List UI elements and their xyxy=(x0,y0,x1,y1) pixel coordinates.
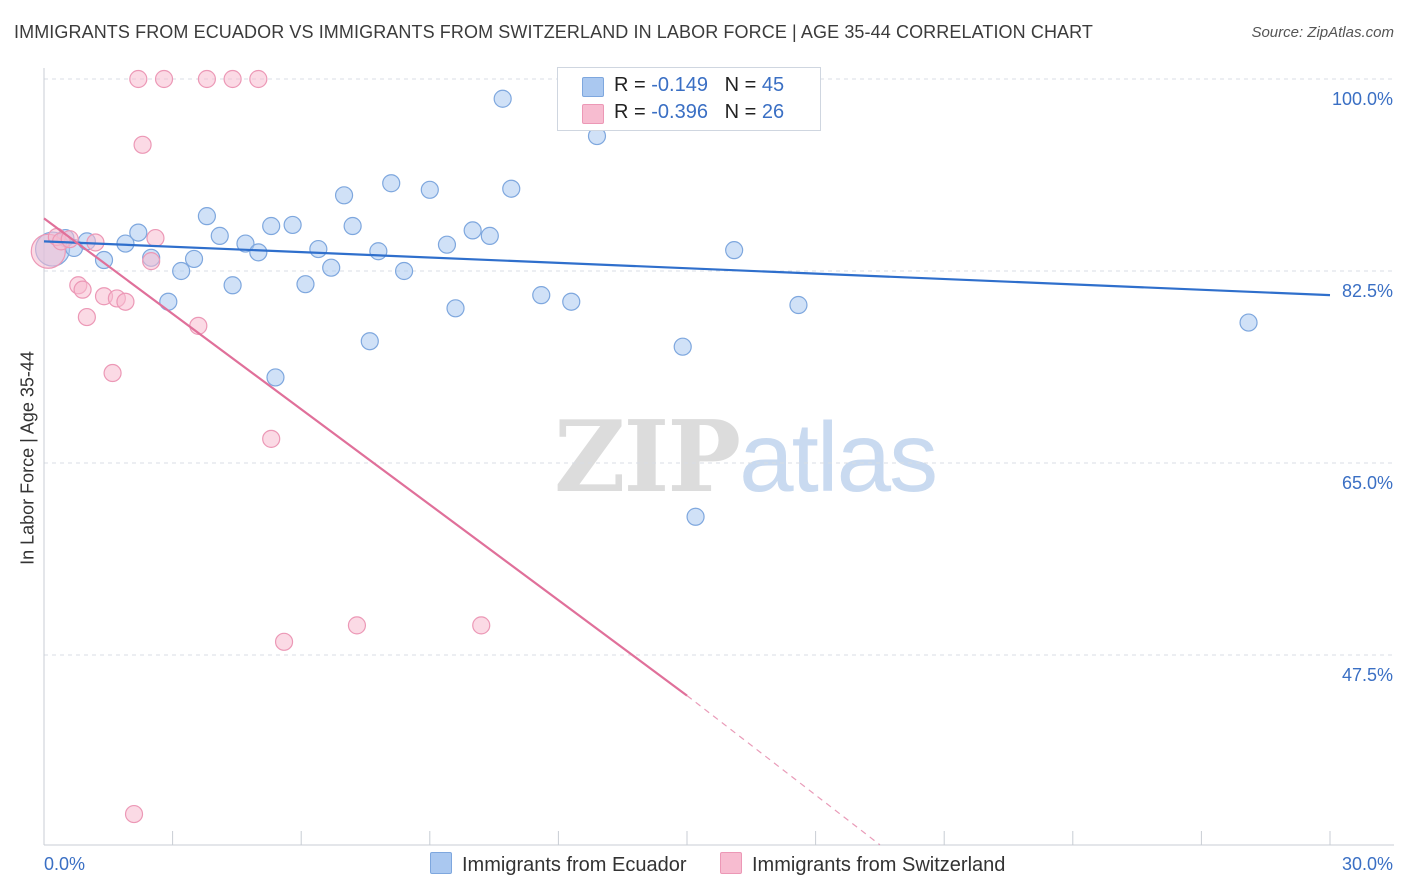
ecuador-point xyxy=(493,89,512,108)
ecuador-point xyxy=(532,286,551,305)
ecuador-point xyxy=(322,258,341,277)
ecuador-point xyxy=(262,216,281,236)
ecuador-point xyxy=(94,250,114,270)
ecuador-point xyxy=(789,295,808,315)
ecuador-point xyxy=(686,507,705,526)
switzerland-point xyxy=(116,292,135,311)
ecuador-point xyxy=(562,292,581,311)
ecuador-point xyxy=(249,243,268,262)
ecuador-point xyxy=(369,242,388,261)
switzerland-point xyxy=(154,69,174,89)
r-value-ecuador: -0.149 xyxy=(651,74,708,96)
switzerland-point xyxy=(223,69,242,89)
ecuador-point xyxy=(266,368,285,387)
ecuador-point xyxy=(334,186,354,205)
ecuador-point xyxy=(502,179,521,198)
ecuador-point xyxy=(184,249,204,269)
legend-item-ecuador[interactable]: Immigrants from Ecuador xyxy=(430,852,687,876)
ecuador-point xyxy=(437,235,457,254)
ecuador-point xyxy=(210,226,229,245)
ecuador-point xyxy=(159,292,178,311)
legend-label-ecuador: Immigrants from Ecuador xyxy=(462,854,687,876)
ecuador-point xyxy=(1239,313,1258,332)
switzerland-point xyxy=(73,280,92,299)
n-value-switzerland: 26 xyxy=(761,101,785,123)
x-tick-label: 0.0% xyxy=(44,854,85,874)
r-value-switzerland: -0.396 xyxy=(651,101,708,123)
ecuador-point xyxy=(463,221,482,240)
ecuador-point xyxy=(283,215,302,235)
switzerland-point xyxy=(347,616,367,635)
ecuador-legend-swatch xyxy=(430,852,452,874)
n-label: N = xyxy=(724,74,762,96)
ecuador-point xyxy=(382,174,401,193)
r-label: R = xyxy=(614,101,652,123)
n-label: N = xyxy=(724,101,762,123)
chart-title: IMMIGRANTS FROM ECUADOR VS IMMIGRANTS FR… xyxy=(14,22,1094,42)
watermark-zip: ZIP xyxy=(554,400,741,515)
y-tick-label: 100.0% xyxy=(1332,89,1393,109)
watermark-atlas: atlas xyxy=(739,402,938,512)
switzerland-point xyxy=(472,616,491,635)
ecuador-point xyxy=(236,234,255,253)
switzerland-point xyxy=(124,804,144,824)
r-label: R = xyxy=(614,74,652,96)
stats-legend: R = -0.149 N = 45 R = -0.396 N = 26 xyxy=(557,67,821,131)
switzerland-point xyxy=(197,69,216,89)
switzerland-trend-line xyxy=(43,217,688,697)
ecuador-point xyxy=(309,239,328,259)
watermark: ZIPatlas xyxy=(554,400,938,515)
ecuador-point xyxy=(446,299,465,318)
y-tick-label: 65.0% xyxy=(1342,473,1393,493)
ecuador-point xyxy=(725,241,744,260)
ecuador-swatch xyxy=(582,77,604,97)
n-value-ecuador: 45 xyxy=(761,74,785,96)
ecuador-trend-line xyxy=(43,240,1331,297)
ecuador-point xyxy=(343,216,362,236)
ecuador-point xyxy=(420,180,439,199)
y-tick-label: 47.5% xyxy=(1342,665,1393,685)
source-label: Source: ZipAtlas.com xyxy=(1251,24,1394,41)
switzerland-legend-swatch xyxy=(720,852,742,874)
ecuador-point xyxy=(360,332,379,351)
switzerland-point xyxy=(133,135,152,154)
switzerland-point xyxy=(103,363,122,383)
switzerland-point xyxy=(142,252,161,271)
ecuador-point xyxy=(172,261,191,281)
legend-item-switzerland[interactable]: Immigrants from Switzerland xyxy=(720,852,1005,876)
ecuador-point xyxy=(129,223,148,242)
ecuador-point xyxy=(296,275,315,294)
switzerland-point xyxy=(249,69,268,89)
ecuador-point xyxy=(480,226,499,245)
switzerland-point xyxy=(262,429,281,448)
switzerland-swatch xyxy=(582,104,604,124)
ecuador-point xyxy=(394,261,414,281)
legend-label-switzerland: Immigrants from Switzerland xyxy=(752,854,1006,876)
ecuador-point xyxy=(673,337,692,356)
ecuador-point xyxy=(223,276,242,295)
switzerland-point xyxy=(274,632,294,651)
switzerland-point xyxy=(146,228,165,248)
x-tick-label: 30.0% xyxy=(1342,854,1393,874)
switzerland-point xyxy=(77,307,96,327)
ecuador-point xyxy=(197,207,216,226)
switzerland-point xyxy=(129,69,148,89)
switzerland-trend-extension xyxy=(686,695,881,846)
y-tick-label: 82.5% xyxy=(1342,281,1393,301)
